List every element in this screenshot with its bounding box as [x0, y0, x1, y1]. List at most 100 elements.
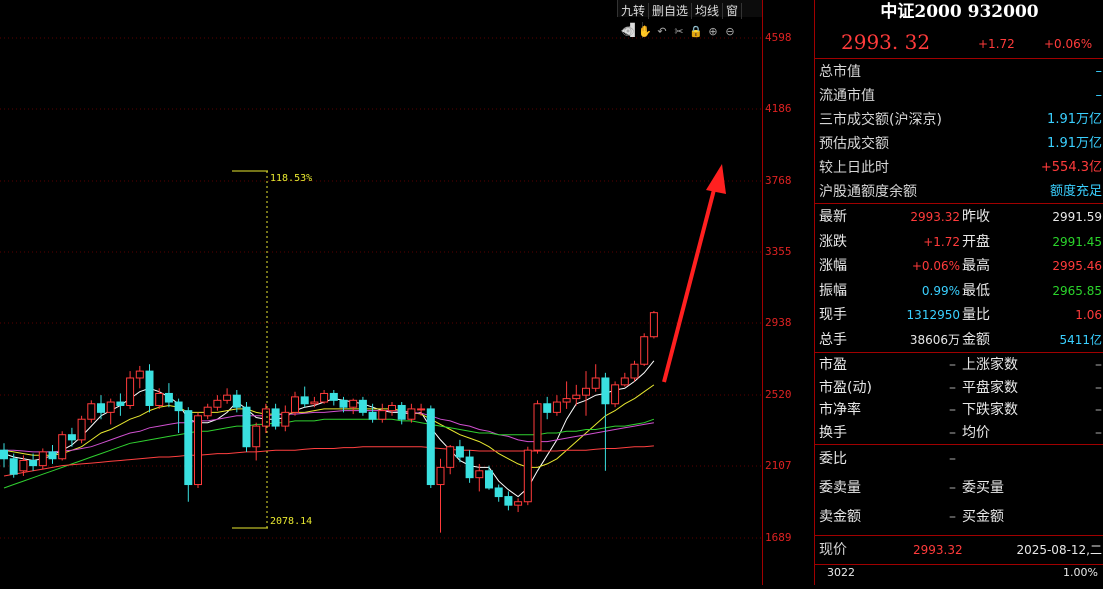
zoom-out-icon[interactable]: ⊖ — [725, 25, 735, 38]
market-row-label: 预估成交额 — [819, 136, 889, 152]
candle-body — [252, 425, 261, 448]
quote-value: +0.06% — [911, 259, 960, 273]
candle-body — [358, 399, 367, 413]
candle-body — [562, 398, 571, 403]
order-value: – — [949, 509, 956, 525]
scissors-icon[interactable]: ✂ — [674, 25, 684, 38]
ma-line-ma120 — [3, 445, 654, 477]
candle-body — [640, 336, 649, 365]
candle-body — [514, 501, 523, 506]
candle-body — [582, 387, 590, 396]
price-change-pct: +0.06% — [1044, 37, 1093, 51]
quote-row: 最新 2993.32 昨收 2991.59 — [817, 205, 1102, 230]
divider — [815, 352, 1103, 353]
annotation-high-label: 118.53% — [270, 173, 312, 184]
quote-value: 2991.45 — [1052, 234, 1102, 249]
order-label: 委卖量 — [819, 480, 861, 496]
candle-body — [97, 403, 105, 413]
market-row-value: 1.91万亿 — [1047, 112, 1102, 127]
market-row-value: 1.91万亿 — [1047, 136, 1102, 151]
stat-row: 市盈 – 上涨家数 – — [817, 353, 1102, 378]
candle-body — [29, 459, 38, 467]
hand-icon[interactable]: ✋ — [638, 25, 652, 38]
candle-body — [494, 487, 503, 498]
price-axis: 4598 4186 3768 3355 2938 2520 2107 1689 — [762, 0, 815, 585]
candle-body — [77, 418, 86, 441]
current-price: 2993. 32 — [841, 30, 931, 54]
stat-label: 换手 — [819, 424, 847, 441]
quote-value: 1312950 — [906, 308, 960, 322]
divider — [815, 444, 1103, 445]
candle-body — [48, 451, 57, 460]
candle-body — [417, 408, 426, 411]
quote-value: 2995.46 — [1052, 259, 1102, 273]
trend-arrow-shaft — [662, 181, 718, 383]
market-row: 预估成交额 1.91万亿 — [817, 132, 1102, 156]
play-icon[interactable]: ◀▌ — [618, 22, 644, 38]
toolbar-button-remove-watchlist[interactable]: 删自选 — [649, 3, 693, 19]
eye-icon[interactable]: 👁 — [621, 25, 635, 38]
quote-label: 涨跌 — [819, 233, 847, 250]
lock-icon[interactable]: 🔒 — [689, 25, 703, 38]
order-label: 委比 — [819, 451, 847, 467]
candle-body — [572, 394, 581, 400]
market-row-label: 流通市值 — [819, 88, 875, 104]
candle-body — [339, 399, 348, 408]
candle-body — [9, 458, 18, 475]
candle-body — [271, 408, 280, 427]
candle-body — [67, 434, 76, 441]
footer-label: 现价 — [819, 542, 847, 558]
stat-label: 市盈(动) — [819, 379, 872, 396]
candle-body — [543, 403, 552, 413]
candle-body — [368, 411, 377, 420]
candle-body — [135, 370, 144, 379]
stat-row: 市盈(动) – 平盘家数 – — [817, 376, 1102, 401]
order-label: 卖金额 — [819, 509, 861, 525]
price-tick: 2938 — [765, 316, 792, 329]
market-row: 流通市值 – — [817, 84, 1102, 108]
candle-body — [203, 406, 212, 417]
quote-value: 5411亿 — [1059, 332, 1102, 347]
stat-row: 市净率 – 下跌家数 – — [817, 398, 1102, 423]
chart-toolbar: 九转 删自选 均线 窗 ◀▌ — [617, 0, 762, 38]
candle-body — [436, 466, 445, 486]
stat-value: – — [949, 424, 956, 441]
quote-value: +1.72 — [923, 234, 960, 249]
price-tick: 3768 — [765, 174, 792, 187]
toolbar-button-ma[interactable]: 均线 — [692, 3, 724, 19]
candle-body — [533, 403, 542, 451]
candle-body — [349, 399, 358, 408]
quote-value: 2965.85 — [1052, 283, 1102, 298]
candle-body — [552, 401, 561, 413]
stat-label: 上涨家数 — [962, 357, 1018, 373]
annotation-low-label: 2078.14 — [270, 516, 312, 527]
order-row: 委比 – — [817, 447, 1102, 472]
candle-body — [329, 392, 338, 401]
divider — [815, 564, 1103, 565]
candle-body — [611, 384, 620, 405]
quote-row: 总手 38606万 金额 5411亿 — [817, 328, 1102, 353]
candle-body — [630, 363, 639, 379]
mini-chart-right: 1.00% — [1063, 566, 1098, 579]
toolbar-button-window[interactable]: 窗 — [723, 3, 743, 19]
candle-body — [194, 415, 202, 486]
undo-icon[interactable]: ↶ — [657, 25, 667, 38]
candle-body — [58, 434, 67, 460]
trend-arrow-head — [706, 164, 726, 194]
quote-row: 涨跌 +1.72 开盘 2991.45 — [817, 230, 1102, 255]
candle-body — [523, 449, 532, 503]
quote-panel: 中证2000 932000 2993. 32 +1.72 +0.06% 总市值 –… — [814, 0, 1103, 585]
kline-svg[interactable]: 118.53% 2078.14 — [0, 0, 762, 585]
toolbar-button-jiuzhuan[interactable]: 九转 — [618, 3, 650, 19]
candle-body — [155, 392, 164, 406]
footer-row: 现价 2993.32 2025-08-12,二 — [817, 538, 1102, 562]
stat-value: – — [949, 402, 956, 418]
market-row-label: 总市值 — [819, 64, 861, 80]
order-label: 委买量 — [962, 480, 1004, 496]
index-title: 中证2000 932000 — [880, 2, 1039, 22]
stat-value: – — [1095, 379, 1102, 396]
candle-body — [116, 401, 125, 406]
zoom-in-icon[interactable]: ⊕ — [708, 25, 718, 38]
divider — [815, 535, 1103, 536]
kline-chart[interactable]: 118.53% 2078.14 九转 删自选 均线 窗 ◀▌ 👁 ✋ ↶ ✂ 🔒 ⊕ ⊖ — [0, 0, 762, 585]
